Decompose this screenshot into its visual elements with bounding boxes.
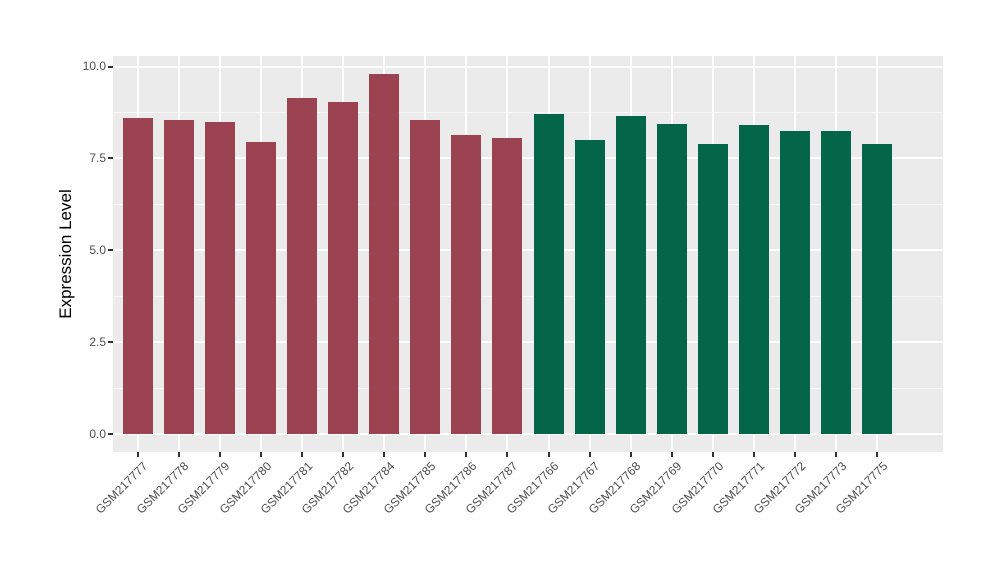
y-tick-label: 10.0 <box>82 59 106 74</box>
y-tick-mark <box>108 65 113 68</box>
bar-GSM217772 <box>780 130 811 434</box>
gridline-minor-y <box>113 387 943 389</box>
x-tick-mark <box>506 452 509 457</box>
bar-GSM217768 <box>615 116 646 434</box>
gridline-major-y <box>113 157 943 160</box>
bar-GSM217779 <box>204 121 235 434</box>
x-tick-mark <box>424 452 427 457</box>
x-tick-mark <box>383 452 386 457</box>
x-tick-mark <box>342 452 345 457</box>
bar-GSM217773 <box>821 130 852 434</box>
x-tick-mark <box>876 452 879 457</box>
bar-GSM217778 <box>163 119 194 434</box>
gridline-major-y <box>113 341 943 344</box>
y-tick-label: 7.5 <box>89 150 106 165</box>
y-tick-mark <box>108 341 113 344</box>
gridline-minor-y <box>113 295 943 297</box>
bar-GSM217782 <box>328 101 359 434</box>
x-tick-mark <box>588 452 591 457</box>
bar-GSM217767 <box>574 140 605 434</box>
x-tick-mark <box>259 452 262 457</box>
gridline-minor-y <box>113 112 943 114</box>
bar-GSM217771 <box>738 125 769 434</box>
plot-panel <box>113 56 943 452</box>
gridline-major-y <box>113 433 943 435</box>
gridline-major-y <box>113 249 943 252</box>
y-tick-label: 0.0 <box>89 426 106 441</box>
gridline-minor-y <box>113 203 943 205</box>
bar-GSM217777 <box>122 118 153 434</box>
gridline-major-y <box>113 65 943 68</box>
x-tick-mark <box>752 452 755 457</box>
x-tick-mark <box>465 452 468 457</box>
bar-GSM217784 <box>369 74 400 434</box>
y-tick-mark <box>108 249 113 252</box>
y-tick-label: 2.5 <box>89 334 106 349</box>
y-tick-mark <box>108 157 113 160</box>
bar-GSM217785 <box>410 119 441 434</box>
bar-GSM217786 <box>451 134 482 434</box>
bar-GSM217769 <box>656 123 687 434</box>
x-tick-mark <box>136 452 139 457</box>
x-tick-mark <box>835 452 838 457</box>
bar-GSM217780 <box>245 141 276 434</box>
bar-GSM217787 <box>492 138 523 434</box>
x-tick-mark <box>547 452 550 457</box>
x-tick-mark <box>794 452 797 457</box>
y-tick-mark <box>108 433 113 435</box>
x-tick-mark <box>670 452 673 457</box>
y-axis-title: Expression Level <box>56 189 75 319</box>
x-tick-mark <box>301 452 303 457</box>
bar-GSM217770 <box>697 143 728 434</box>
bar-GSM217775 <box>862 143 893 434</box>
x-tick-mark <box>629 452 632 457</box>
x-tick-mark <box>177 452 180 457</box>
bar-GSM217766 <box>533 114 564 434</box>
bar-GSM217781 <box>287 97 317 434</box>
x-tick-mark <box>218 452 221 457</box>
y-tick-label: 5.0 <box>89 242 106 257</box>
x-tick-mark <box>711 452 714 457</box>
